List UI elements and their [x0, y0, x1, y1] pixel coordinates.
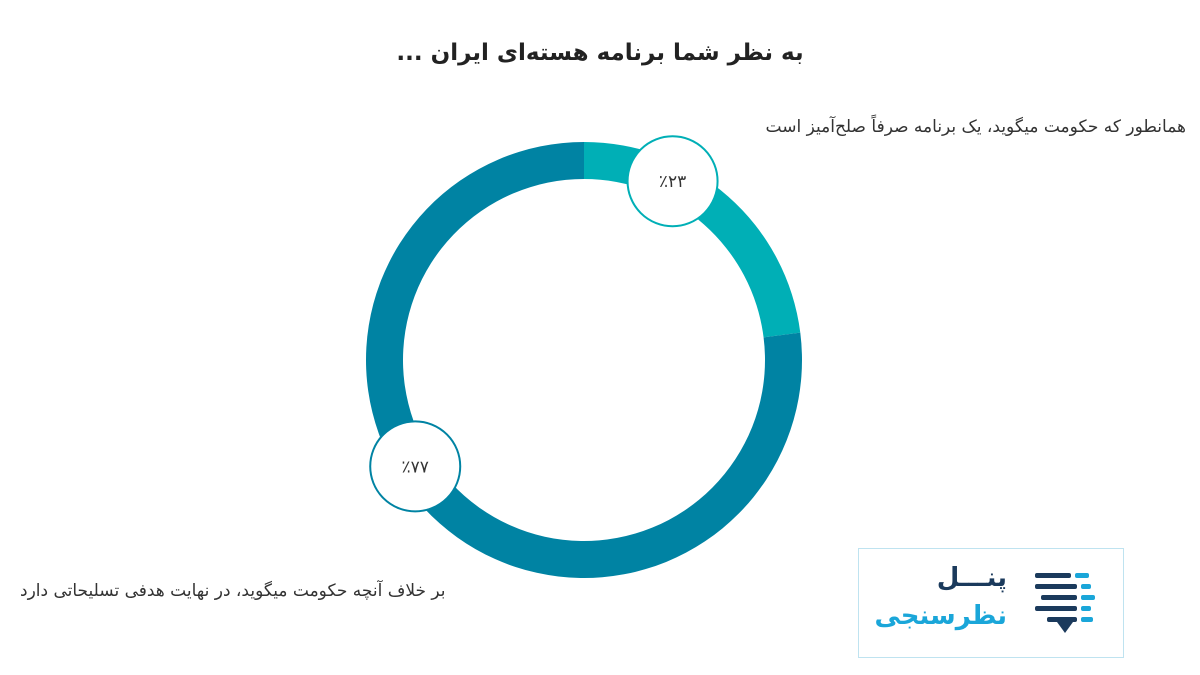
value-bubble-0 — [626, 135, 719, 228]
logo-text-line2: نظرسنجی — [874, 601, 1008, 631]
category-label-peaceful: همانطور که حکومت میگوید، یک برنامه صرفاً… — [765, 117, 1186, 137]
logo-chat-icon — [1035, 573, 1095, 633]
chart-title: به نظر شما برنامه هسته‌ای ایران ... — [396, 40, 804, 66]
category-label-weapons: بر خلاف آنچه حکومت میگوید، در نهایت هدفی… — [20, 581, 446, 601]
logo-text-line1: پنـــل — [936, 563, 1007, 593]
value-label-1: ٪۷۷ — [402, 457, 429, 477]
logo: پنـــل نظرسنجی — [858, 548, 1124, 658]
value-bubble-1 — [369, 420, 462, 513]
value-label-0: ٪۲۳ — [659, 172, 686, 192]
